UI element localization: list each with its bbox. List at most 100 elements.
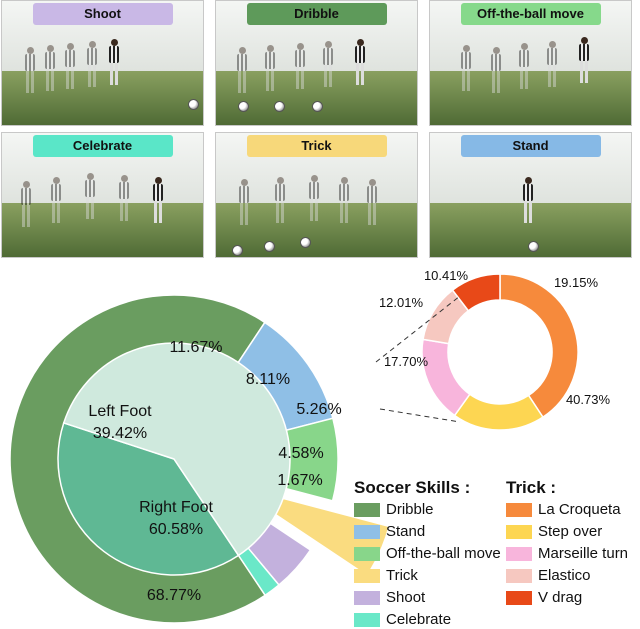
stand-panel: Stand <box>429 132 632 258</box>
player-figure <box>236 47 248 95</box>
player-figure <box>50 177 62 225</box>
donut-label-step-over: 19.15% <box>554 275 599 290</box>
celebrate-panel: Celebrate <box>1 132 204 258</box>
right-foot-name: Right Foot <box>139 499 213 516</box>
player-figure <box>490 47 502 95</box>
value-label-celebrate: 1.67% <box>277 472 322 489</box>
off-the-ball-panel: Off-the-ball move <box>429 0 632 126</box>
trick-slice-step-over <box>453 393 544 431</box>
player-figure <box>294 43 306 91</box>
player-figure <box>308 175 320 223</box>
ball <box>238 101 249 112</box>
right-foot-value: 60.58% <box>149 521 203 538</box>
legend-swatch <box>354 569 380 583</box>
legend-label: Off-the-ball move <box>386 545 501 562</box>
legend-label: Shoot <box>386 589 426 606</box>
trick-label: Trick <box>246 135 387 157</box>
dribble-label: Dribble <box>246 3 387 25</box>
value-label-stand: 11.67% <box>169 339 222 356</box>
legend-swatch <box>506 547 532 561</box>
player-figure <box>322 41 334 89</box>
legend-swatch <box>506 503 532 517</box>
ball <box>528 241 539 252</box>
player-figure <box>522 177 534 225</box>
legend-swatch <box>354 591 380 605</box>
pie-labels: 68.77% 11.67% 8.11% 5.26% 4.58% 1.67% Le… <box>88 268 610 604</box>
trick-donut <box>421 273 579 431</box>
foot-slice-right-foot <box>62 342 291 557</box>
legend-label: Celebrate <box>386 611 452 628</box>
player-figure <box>20 181 32 229</box>
shoot-panel: Shoot <box>1 0 204 126</box>
player-figure <box>460 45 472 93</box>
player-figure <box>274 177 286 225</box>
player-figure <box>64 43 76 91</box>
value-label-trick: 5.26% <box>296 401 341 418</box>
dribble-panel: Dribble <box>215 0 418 126</box>
ball <box>188 99 199 110</box>
donut-label-elastico: 12.01% <box>379 295 424 310</box>
grass <box>216 203 417 257</box>
value-label-off-the-ball: 8.11% <box>246 371 290 388</box>
legend-label: Dribble <box>386 501 434 518</box>
legend-label: La Croqueta <box>538 501 621 518</box>
trick-slice-marseille-turn <box>421 338 471 417</box>
legend-swatch <box>354 503 380 517</box>
trick-slice-v-drag <box>451 273 501 312</box>
legend-label: Step over <box>538 523 603 540</box>
legend-swatch <box>506 569 532 583</box>
foot-slice-left-foot <box>57 421 240 576</box>
legend-skills-title: Soccer Skills : <box>354 478 471 497</box>
player-figure <box>578 37 590 85</box>
legend-label: V drag <box>538 589 583 606</box>
left-foot-value: 39.42% <box>93 425 147 442</box>
ball <box>312 101 323 112</box>
ball <box>274 101 285 112</box>
left-foot-name: Left Foot <box>88 403 152 420</box>
donut-label-v-drag: 10.41% <box>424 268 469 283</box>
value-label-shoot: 4.58% <box>278 445 323 462</box>
legend-swatch <box>506 525 532 539</box>
connector-line-bottom <box>379 408 461 423</box>
celebrate-label: Celebrate <box>32 135 173 157</box>
legend-swatch <box>354 547 380 561</box>
ball <box>264 241 275 252</box>
trick-slice-la-croqueta <box>499 273 579 419</box>
player-figure <box>338 177 350 225</box>
player-figure <box>44 45 56 93</box>
legend-label: Trick <box>386 567 418 584</box>
ball <box>232 245 243 256</box>
player-figure <box>546 41 558 89</box>
player-figure <box>118 175 130 223</box>
donut-label-la-croqueta: 40.73% <box>566 392 611 407</box>
shoot-label: Shoot <box>32 3 173 25</box>
legend-swatch <box>354 525 380 539</box>
player-figure <box>108 39 120 87</box>
trick-panel: Trick <box>215 132 418 258</box>
legend-label: Stand <box>386 523 426 540</box>
player-figure <box>84 173 96 221</box>
grass <box>2 203 203 257</box>
legend-swatch <box>506 591 532 605</box>
off-the-ball-label: Off-the-ball move <box>460 3 601 25</box>
legend-trick-title: Trick : <box>506 478 557 497</box>
grass <box>430 71 631 125</box>
inner-ring <box>57 342 291 576</box>
value-label-dribble: 68.77% <box>147 587 201 604</box>
stand-label: Stand <box>460 135 601 157</box>
player-figure <box>24 47 36 95</box>
legend-label: Marseille turn <box>538 545 629 562</box>
player-figure <box>366 179 378 227</box>
donut-label-marseille: 17.70% <box>384 354 429 369</box>
grass <box>216 71 417 125</box>
legend-swatch <box>354 613 380 627</box>
ball <box>300 237 311 248</box>
player-figure <box>354 39 366 87</box>
legend-label: Elastico <box>538 567 591 584</box>
player-figure <box>264 45 276 93</box>
player-figure <box>152 177 164 225</box>
player-figure <box>86 41 98 89</box>
player-figure <box>238 179 250 227</box>
player-figure <box>518 43 530 91</box>
